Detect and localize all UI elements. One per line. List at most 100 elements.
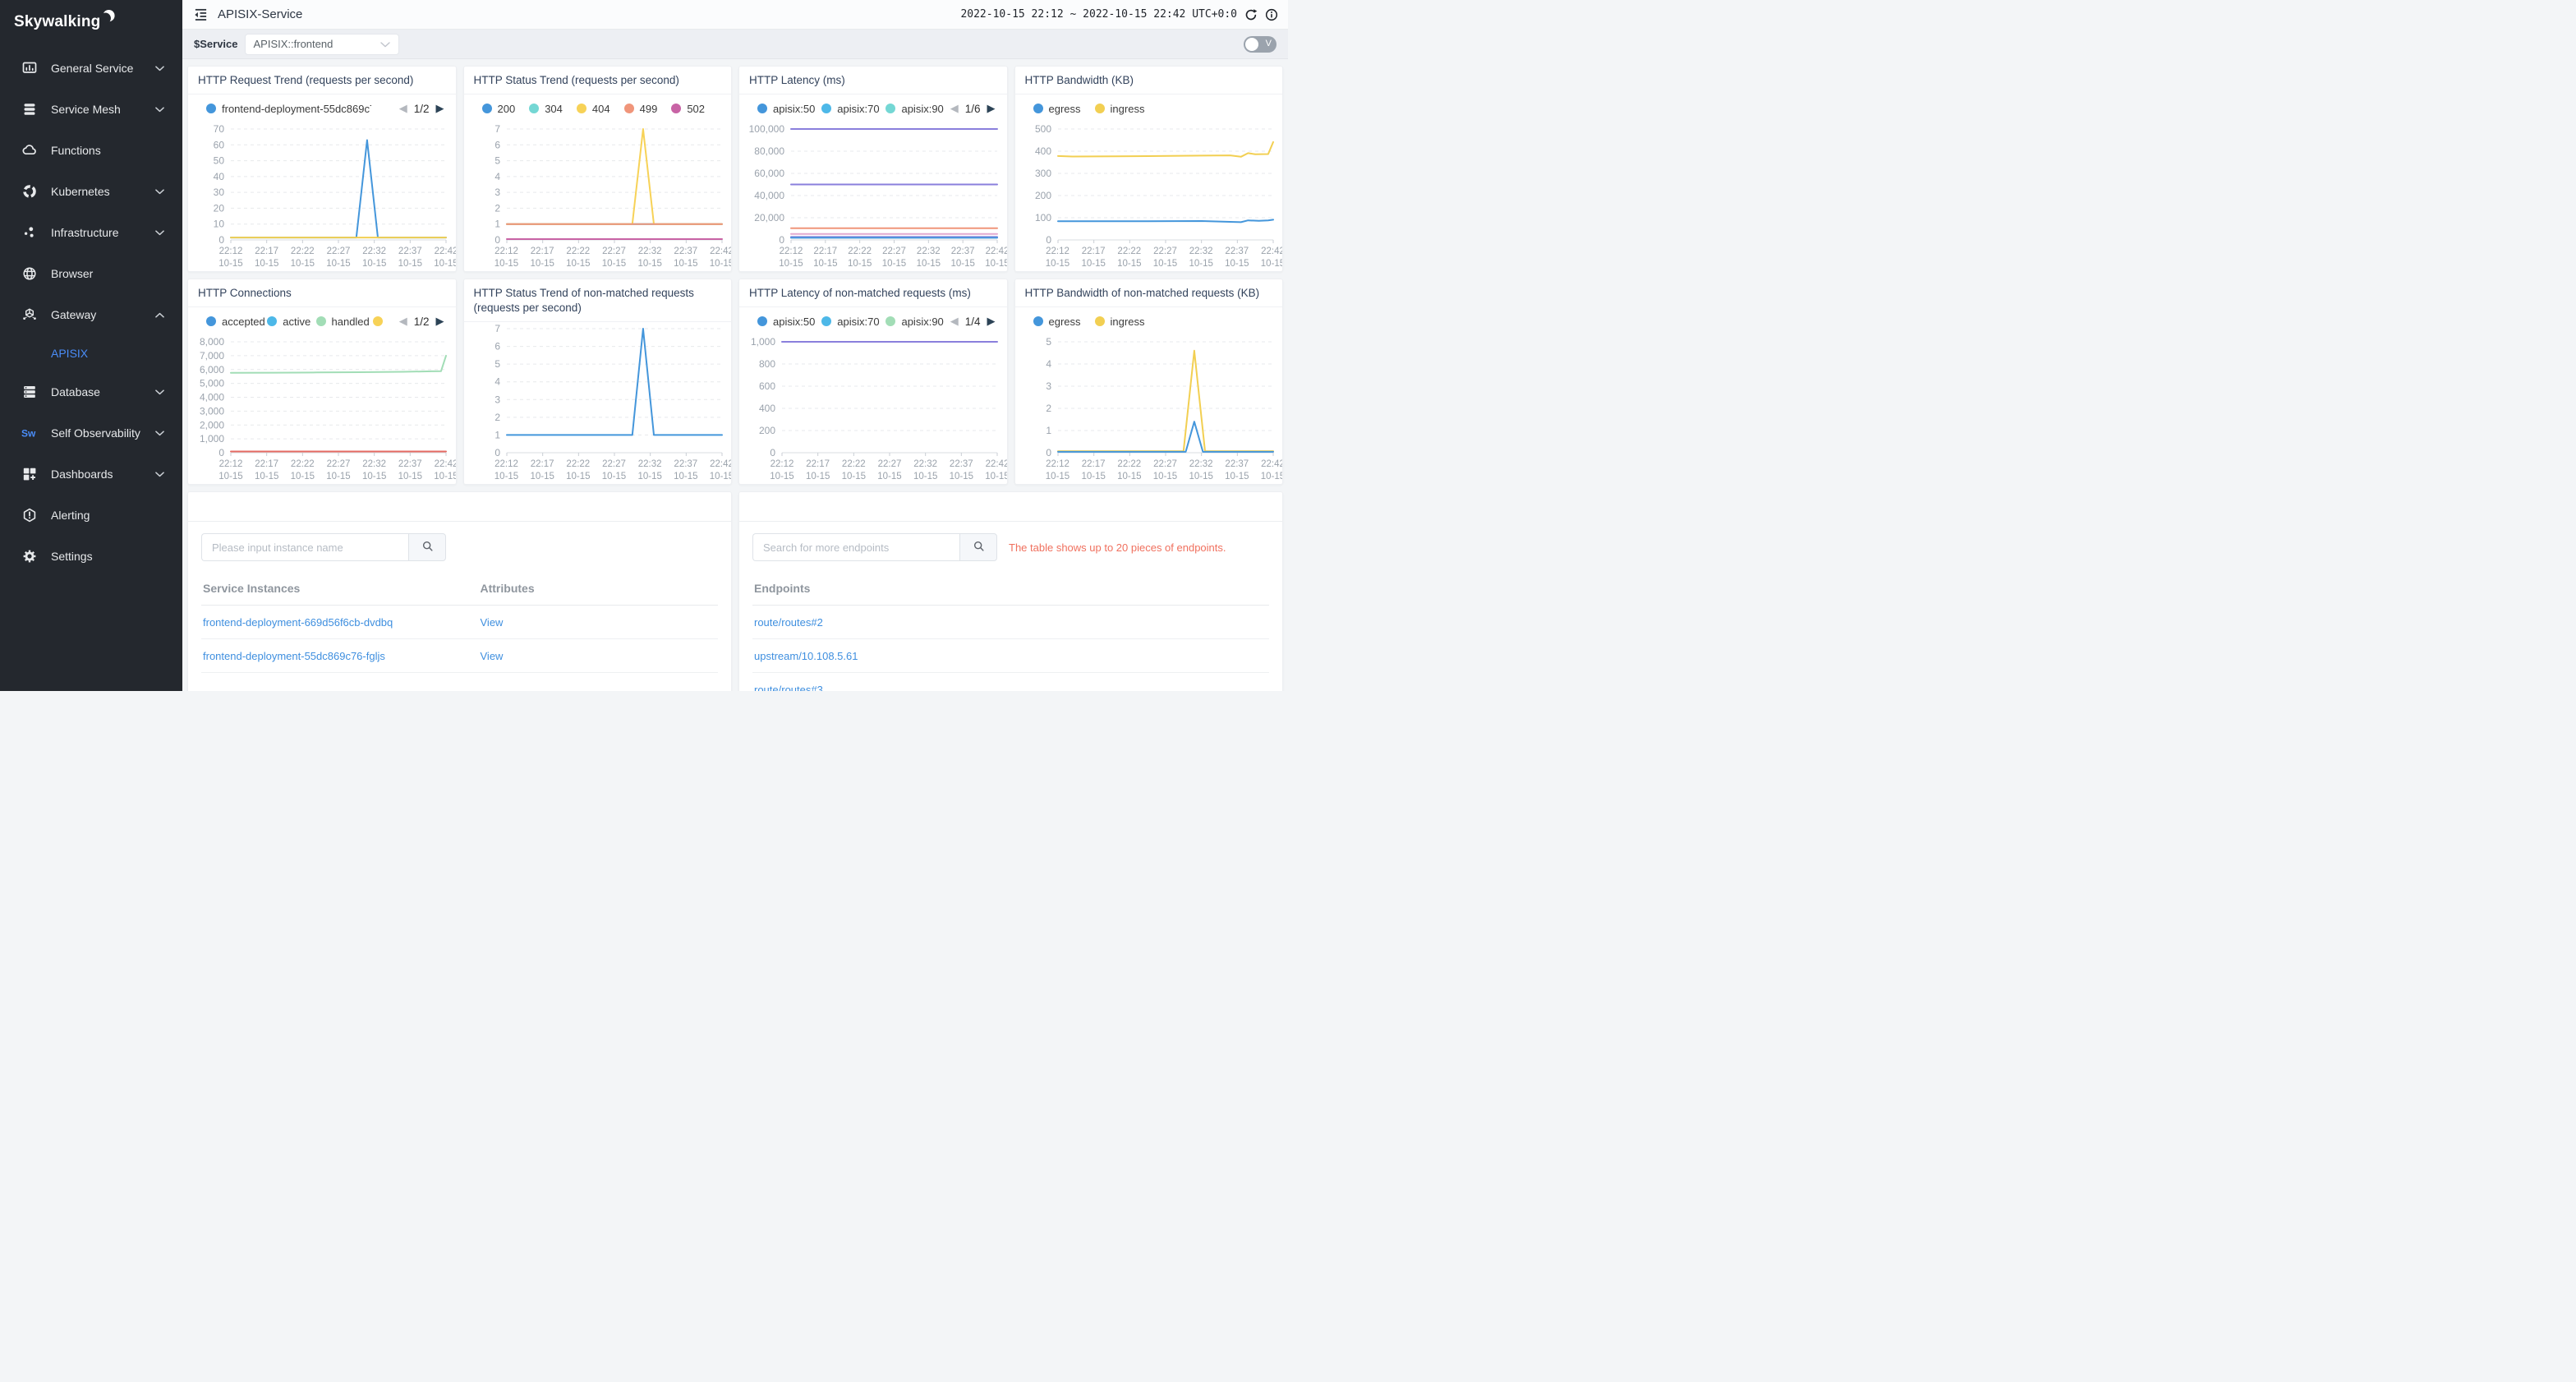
- legend-item[interactable]: 502: [671, 103, 705, 115]
- sidebar-item-self-observability[interactable]: Sw Self Observability: [0, 412, 182, 454]
- info-icon[interactable]: [1265, 8, 1278, 21]
- legend-item[interactable]: egress: [1033, 103, 1081, 115]
- endpoint-link[interactable]: route/routes#2: [754, 615, 823, 629]
- legend-item[interactable]: apisix:90: [886, 103, 944, 115]
- chart-plot-area[interactable]: 0 1 2 3 4 5: [1015, 335, 1283, 458]
- svg-text:Sw: Sw: [21, 428, 36, 440]
- legend-prev-button[interactable]: ◀: [398, 102, 407, 115]
- svg-text:3,000: 3,000: [200, 406, 224, 417]
- svg-text:8,000: 8,000: [200, 336, 224, 348]
- grid-plus-icon: [21, 467, 38, 481]
- legend-label: frontend-deployment-55dc869c76-fgljs: [222, 102, 371, 115]
- sidebar-item-service-mesh[interactable]: Service Mesh: [0, 89, 182, 130]
- chart-plot-area[interactable]: 0 200 400 600 800 1,000: [739, 335, 1007, 458]
- chart-x-axis: 22:12 10-15 22:17 10-15 22:22 10-15 22:27 10-15…: [188, 458, 455, 484]
- chevron-down-icon: [155, 430, 164, 436]
- x-axis-label: 22:17 10-15: [1081, 246, 1106, 269]
- app-window: Skywalking General Service Service Mesh Fu…: [0, 0, 1288, 691]
- legend-next-button[interactable]: ▶: [987, 315, 996, 328]
- legend-item[interactable]: 304: [529, 103, 563, 115]
- legend-item[interactable]: ingress: [1094, 103, 1144, 115]
- sidebar-subitem-apisix[interactable]: APISIX: [51, 347, 89, 360]
- legend-item[interactable]: active: [267, 316, 310, 328]
- legend-item[interactable]: 404: [576, 103, 610, 115]
- legend-item[interactable]: 200: [481, 103, 515, 115]
- legend-label: 304: [545, 102, 563, 115]
- legend-item[interactable]: apisix:50: [757, 316, 815, 328]
- x-axis-label: 22:22 10-15: [290, 459, 315, 481]
- service-select[interactable]: APISIX::frontend: [244, 33, 399, 55]
- chevron-down-icon: [155, 106, 164, 113]
- legend-dot-icon: [206, 316, 216, 327]
- chart-plot-area[interactable]: 0 20,000 40,000 60,000 80,000 100,000: [739, 122, 1007, 246]
- legend-next-button[interactable]: ▶: [435, 102, 444, 115]
- svg-text:6: 6: [494, 341, 500, 352]
- sidebar-item-database[interactable]: Database: [0, 371, 182, 412]
- sidebar-item-functions[interactable]: Functions: [0, 130, 182, 171]
- instance-link[interactable]: frontend-deployment-55dc869c76-fgljs: [203, 649, 385, 662]
- svg-text:5,000: 5,000: [200, 378, 224, 389]
- chart-title: HTTP Bandwidth of non-matched requests (…: [1014, 279, 1282, 308]
- legend-item[interactable]: egress: [1033, 316, 1081, 328]
- sidebar-item-dashboards[interactable]: Dashboards: [0, 454, 182, 495]
- collapse-menu-icon[interactable]: [194, 7, 208, 21]
- chart-plot-area[interactable]: 0 1 2 3 4 5 6 7: [464, 122, 732, 246]
- legend-label: apisix:50: [773, 102, 816, 115]
- chart-title: HTTP Status Trend of non-matched request…: [463, 279, 731, 323]
- sidebar-item-general-service[interactable]: General Service: [0, 48, 182, 89]
- legend-pager: ◀ 1/6 ▶: [950, 102, 999, 115]
- sidebar-item-gateway[interactable]: Gateway: [0, 294, 182, 335]
- svg-text:0: 0: [218, 447, 224, 458]
- chart-plot-area[interactable]: 0 100 200 300 400 500: [1015, 122, 1283, 246]
- x-axis-label: 22:12 10-15: [770, 459, 794, 481]
- legend-item[interactable]: ingress: [1094, 316, 1144, 328]
- endpoint-link[interactable]: upstream/10.108.5.61: [754, 649, 858, 662]
- endpoint-link[interactable]: route/routes#3: [754, 683, 823, 692]
- x-axis-label: 22:42 10-15: [709, 246, 732, 269]
- svg-text:400: 400: [759, 403, 775, 414]
- x-axis-label: 22:42 10-15: [985, 459, 1008, 481]
- svg-text:6,000: 6,000: [200, 364, 224, 375]
- instance-search-input[interactable]: [201, 533, 408, 561]
- svg-text:1: 1: [494, 430, 500, 441]
- legend-prev-button[interactable]: ◀: [950, 315, 959, 328]
- legend-item[interactable]: apisix:70: [821, 316, 880, 328]
- legend-prev-button[interactable]: ◀: [398, 315, 407, 328]
- legend-item[interactable]: 499: [623, 103, 657, 115]
- view-attributes-link[interactable]: View: [480, 615, 504, 629]
- sidebar-item-kubernetes[interactable]: Kubernetes: [0, 171, 182, 212]
- instance-link[interactable]: frontend-deployment-669d56f6cb-dvdbq: [203, 615, 393, 629]
- endpoint-search-input[interactable]: [752, 533, 959, 561]
- chart-plot-area[interactable]: 0 1 2 3 4 5 6 7: [464, 322, 732, 458]
- instance-search-button[interactable]: [408, 533, 446, 561]
- endpoints-limit-note: The table shows up to 20 pieces of endpo…: [1009, 541, 1226, 554]
- legend-item[interactable]: [372, 316, 385, 327]
- svg-text:20,000: 20,000: [754, 212, 784, 223]
- legend-prev-button[interactable]: ◀: [950, 102, 959, 115]
- chart-plot-area[interactable]: 0 10 20 30 40 50 60 70: [188, 122, 456, 246]
- endpoint-search-button[interactable]: [959, 533, 997, 561]
- view-toggle[interactable]: V: [1244, 35, 1276, 53]
- time-range[interactable]: 2022-10-15 22:12 ~ 2022-10-15 22:42 UTC+…: [960, 8, 1237, 21]
- refresh-icon[interactable]: [1244, 8, 1258, 21]
- x-axis-label: 22:17 10-15: [530, 459, 554, 481]
- svg-text:0: 0: [494, 234, 500, 245]
- legend-item[interactable]: apisix:50: [757, 103, 815, 115]
- legend-next-button[interactable]: ▶: [987, 102, 996, 115]
- svg-text:0: 0: [1046, 234, 1051, 245]
- sidebar-item-infrastructure[interactable]: Infrastructure: [0, 212, 182, 253]
- x-axis-label: 22:12 10-15: [218, 246, 243, 269]
- chart-plot-area[interactable]: 0 1,000 2,000 3,000 4,000 5,000 6,000 7,000 8,00…: [188, 335, 456, 458]
- legend-item[interactable]: frontend-deployment-55dc869c76-fgljs: [206, 103, 371, 115]
- legend-item[interactable]: apisix:70: [821, 103, 880, 115]
- legend-next-button[interactable]: ▶: [435, 315, 444, 328]
- view-attributes-link[interactable]: View: [480, 649, 504, 662]
- sidebar-item-browser[interactable]: Browser: [0, 253, 182, 294]
- sidebar-item-settings[interactable]: Settings: [0, 536, 182, 577]
- legend-dot-icon: [671, 104, 682, 114]
- legend-item[interactable]: handled: [315, 316, 370, 328]
- cloud-icon: [21, 143, 38, 158]
- legend-item[interactable]: accepted: [206, 316, 265, 328]
- sidebar-item-alerting[interactable]: Alerting: [0, 495, 182, 536]
- legend-item[interactable]: apisix:90: [886, 316, 944, 328]
